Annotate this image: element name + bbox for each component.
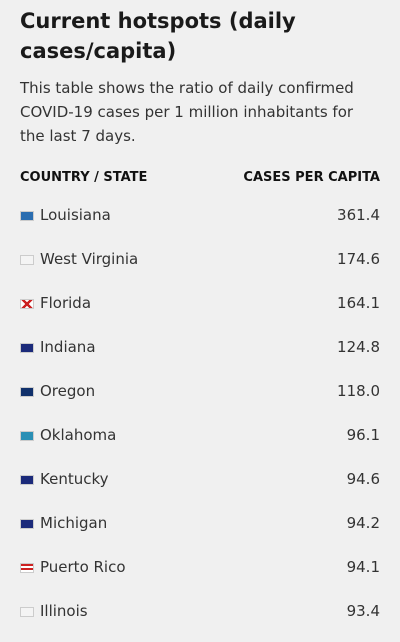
cases-value: 118.0	[337, 382, 380, 400]
flag-icon	[20, 563, 34, 573]
flag-icon	[20, 475, 34, 485]
table-row: Illinois 93.4	[20, 589, 380, 633]
header-row: COUNTRY / STATE CASES PER CAPITA	[20, 170, 380, 193]
flag-icon	[20, 387, 34, 397]
flag-icon	[20, 299, 34, 309]
state-name: Illinois	[40, 602, 88, 620]
cases-value: 93.4	[346, 602, 380, 620]
table-row: Michigan 94.2	[20, 501, 380, 545]
cases-value: 174.6	[337, 250, 380, 268]
cases-value: 124.8	[337, 338, 380, 356]
table-body: Louisiana 361.4 West Virginia 174.6 Florida 1…	[20, 193, 380, 633]
cases-value: 94.6	[346, 470, 380, 488]
table-row: Puerto Rico 94.1	[20, 545, 380, 589]
state-name: Oklahoma	[40, 426, 117, 444]
state-cell: Illinois	[20, 589, 194, 633]
table-row: West Virginia 174.6	[20, 237, 380, 281]
state-cell: Oregon	[20, 369, 194, 413]
cases-value: 96.1	[346, 426, 380, 444]
state-cell: Oklahoma	[20, 413, 194, 457]
hotspot-table: COUNTRY / STATE CASES PER CAPITA Louisia…	[20, 170, 380, 633]
flag-icon	[20, 255, 34, 265]
state-cell: Louisiana	[20, 193, 194, 237]
state-cell: Puerto Rico	[20, 545, 194, 589]
flag-icon	[20, 431, 34, 441]
cases-value: 164.1	[337, 294, 380, 312]
state-cell: Florida	[20, 281, 194, 325]
state-name: Florida	[40, 294, 92, 312]
cases-value: 361.4	[337, 206, 380, 224]
state-cell: Kentucky	[20, 457, 194, 501]
state-name: Michigan	[40, 514, 108, 532]
state-name: West Virginia	[40, 250, 139, 268]
cases-value: 94.2	[346, 514, 380, 532]
table-row: Oklahoma 96.1	[20, 413, 380, 457]
state-cell: West Virginia	[20, 237, 194, 281]
flag-icon	[20, 343, 34, 353]
column-header: COUNTRY / STATE	[20, 170, 148, 185]
flag-icon	[20, 519, 34, 529]
table-row: Oregon 118.0	[20, 369, 380, 413]
state-name: Indiana	[40, 338, 96, 356]
title: Current hotspots (daily cases/capita)	[20, 9, 296, 63]
table-row: Louisiana 361.4	[20, 193, 380, 237]
state-name: Oregon	[40, 382, 96, 400]
state-name: Louisiana	[40, 206, 111, 224]
table-row: Kentucky 94.6	[20, 457, 380, 501]
state-name: Kentucky	[40, 470, 109, 488]
state-cell: Michigan	[20, 501, 194, 545]
column-header: CASES PER CAPITA	[243, 170, 380, 185]
state-cell: Indiana	[20, 325, 194, 369]
flag-icon	[20, 211, 34, 221]
state-name: Puerto Rico	[40, 558, 126, 576]
description: This table shows the ratio of daily conf…	[20, 79, 354, 145]
table-row: Indiana 124.8	[20, 325, 380, 369]
flag-icon	[20, 607, 34, 617]
cases-value: 94.1	[346, 558, 380, 576]
table-row: Florida 164.1	[20, 281, 380, 325]
